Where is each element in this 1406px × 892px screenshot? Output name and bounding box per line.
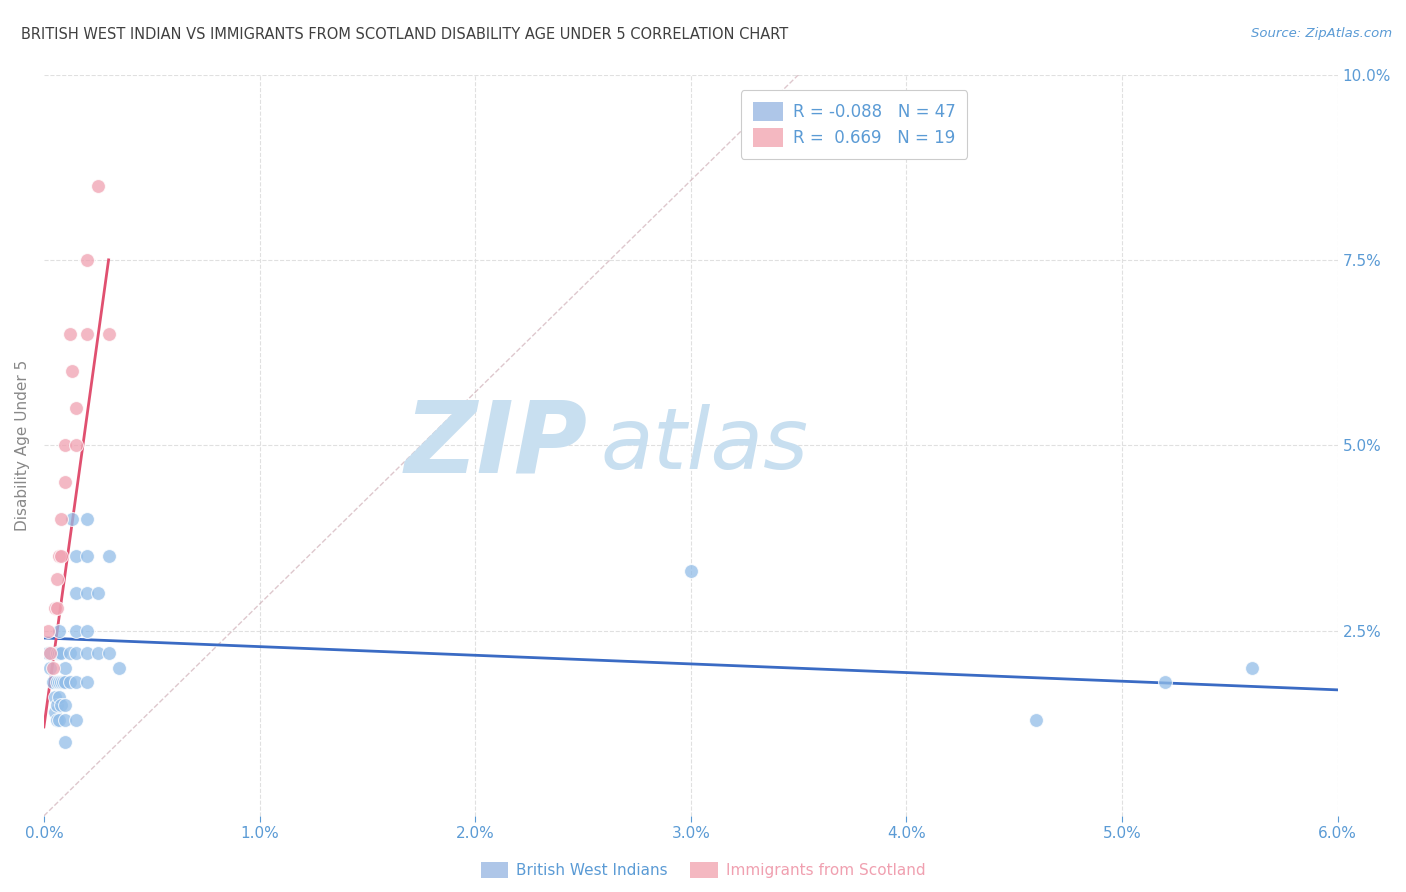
Point: [97, 646, 120, 660]
Point: [49, 549, 72, 564]
Point: [45, 713, 67, 727]
Point: [49, 646, 72, 660]
Point: [55, 475, 77, 490]
Point: [87, 586, 110, 600]
Point: [60, 364, 83, 378]
Point: [55, 713, 77, 727]
Point: [76, 326, 98, 341]
Point: [49, 675, 72, 690]
Point: [41, 660, 63, 674]
Point: [59, 646, 82, 660]
Point: [39, 660, 62, 674]
Point: [1025, 713, 1047, 727]
Point: [44, 690, 66, 705]
Legend: British West Indians, Immigrants from Scotland: British West Indians, Immigrants from Sc…: [475, 856, 931, 884]
Point: [87, 646, 110, 660]
Point: [55, 438, 77, 452]
Point: [679, 564, 702, 578]
Point: [76, 586, 98, 600]
Point: [76, 646, 98, 660]
Point: [39, 646, 62, 660]
Point: [45, 601, 67, 615]
Point: [37, 646, 59, 660]
Point: [1154, 675, 1177, 690]
Point: [97, 326, 120, 341]
Point: [48, 549, 70, 564]
Y-axis label: Disability Age Under 5: Disability Age Under 5: [15, 359, 30, 531]
Point: [76, 549, 98, 564]
Text: BRITISH WEST INDIAN VS IMMIGRANTS FROM SCOTLAND DISABILITY AGE UNDER 5 CORRELATI: BRITISH WEST INDIAN VS IMMIGRANTS FROM S…: [21, 27, 789, 42]
Legend: R = -0.088   N = 47, R =  0.669   N = 19: R = -0.088 N = 47, R = 0.669 N = 19: [741, 90, 967, 159]
Point: [55, 735, 77, 749]
Point: [45, 675, 67, 690]
Point: [87, 178, 110, 193]
Point: [49, 512, 72, 526]
Text: Source: ZipAtlas.com: Source: ZipAtlas.com: [1251, 27, 1392, 40]
Point: [52, 675, 75, 690]
Point: [44, 601, 66, 615]
Point: [65, 438, 87, 452]
Point: [1240, 660, 1263, 674]
Point: [37, 624, 59, 638]
Point: [97, 549, 120, 564]
Point: [48, 624, 70, 638]
Text: ZIP: ZIP: [405, 397, 588, 493]
Point: [59, 326, 82, 341]
Point: [65, 586, 87, 600]
Point: [55, 675, 77, 690]
Point: [65, 549, 87, 564]
Point: [65, 646, 87, 660]
Point: [44, 705, 66, 719]
Point: [45, 646, 67, 660]
Text: atlas: atlas: [600, 404, 808, 487]
Point: [76, 624, 98, 638]
Point: [41, 675, 63, 690]
Point: [48, 646, 70, 660]
Point: [76, 512, 98, 526]
Point: [45, 698, 67, 712]
Point: [49, 698, 72, 712]
Point: [48, 675, 70, 690]
Point: [55, 698, 77, 712]
Point: [59, 675, 82, 690]
Point: [45, 572, 67, 586]
Point: [55, 660, 77, 674]
Point: [76, 252, 98, 267]
Point: [48, 690, 70, 705]
Point: [60, 512, 83, 526]
Point: [76, 675, 98, 690]
Point: [48, 713, 70, 727]
Point: [108, 660, 131, 674]
Point: [65, 624, 87, 638]
Point: [65, 675, 87, 690]
Point: [65, 401, 87, 416]
Point: [65, 713, 87, 727]
